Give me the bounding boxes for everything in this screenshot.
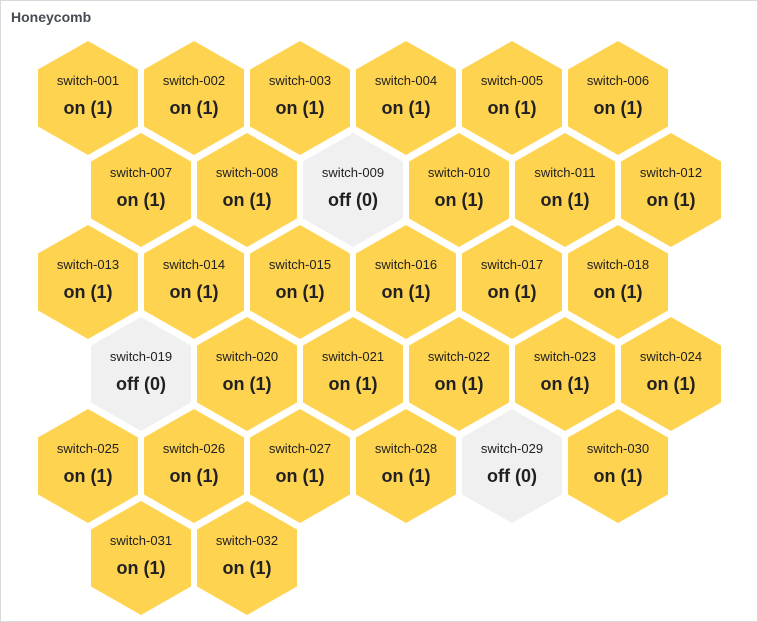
hexagon-label: switch-020 — [215, 349, 279, 364]
hexagon-label: switch-032 — [215, 533, 279, 548]
hexagon-value: on (1) — [487, 282, 537, 302]
hexagon-value: off (0) — [487, 466, 537, 486]
hexagon-label: switch-028 — [374, 441, 438, 456]
hexagon-cell[interactable]: switch-001 on (1) — [38, 41, 138, 155]
hexagon-label: switch-012 — [639, 165, 703, 180]
hexagon-cell[interactable]: switch-027 on (1) — [250, 409, 350, 523]
hexagon-label: switch-006 — [586, 73, 650, 88]
hexagon-label: switch-024 — [639, 349, 703, 364]
hexagon-cell[interactable]: switch-028 on (1) — [356, 409, 456, 523]
hexagon-label: switch-023 — [533, 349, 597, 364]
hexagon-value: on (1) — [646, 190, 696, 210]
hexagon-value: on (1) — [646, 374, 696, 394]
hexagon-value: on (1) — [434, 190, 484, 210]
hexagon-cell[interactable]: switch-009 off (0) — [303, 133, 403, 247]
hexagon-label: switch-018 — [586, 257, 650, 272]
hexagon-value: on (1) — [222, 558, 272, 578]
hexagon-value: on (1) — [169, 282, 219, 302]
hexagon-value: on (1) — [328, 374, 378, 394]
hexagon-label: switch-019 — [109, 349, 173, 364]
hexagon-value: on (1) — [593, 466, 643, 486]
hexagon-value: on (1) — [275, 466, 325, 486]
hexagon-cell[interactable]: switch-032 on (1) — [197, 501, 297, 615]
hexagon-cell[interactable]: switch-003 on (1) — [250, 41, 350, 155]
hexagon-label: switch-010 — [427, 165, 491, 180]
hexagon-cell[interactable]: switch-021 on (1) — [303, 317, 403, 431]
hexagon-cell[interactable]: switch-011 on (1) — [515, 133, 615, 247]
hexagon-cell[interactable]: switch-012 on (1) — [621, 133, 721, 247]
hexagon-label: switch-004 — [374, 73, 438, 88]
hexagon-value: on (1) — [63, 98, 113, 118]
hexagon-label: switch-015 — [268, 257, 332, 272]
hexagon-cell[interactable]: switch-018 on (1) — [568, 225, 668, 339]
hexagon-cell[interactable]: switch-015 on (1) — [250, 225, 350, 339]
hexagon-value: off (0) — [328, 190, 378, 210]
hexagon-label: switch-029 — [480, 441, 544, 456]
hexagon-cell[interactable]: switch-022 on (1) — [409, 317, 509, 431]
hexagon-value: on (1) — [63, 466, 113, 486]
hexagon-label: switch-021 — [321, 349, 385, 364]
panel-title[interactable]: Honeycomb — [11, 9, 92, 25]
hexagon-value: on (1) — [116, 558, 166, 578]
hexagon-label: switch-002 — [162, 73, 226, 88]
hexagon-cell[interactable]: switch-019 off (0) — [91, 317, 191, 431]
hexagon-cell[interactable]: switch-014 on (1) — [144, 225, 244, 339]
hexagon-value: on (1) — [169, 466, 219, 486]
hexagon-value: on (1) — [593, 98, 643, 118]
hexagon-cell[interactable]: switch-026 on (1) — [144, 409, 244, 523]
hexagon-value: on (1) — [540, 190, 590, 210]
hexagon-cell[interactable]: switch-025 on (1) — [38, 409, 138, 523]
hexagon-cell[interactable]: switch-020 on (1) — [197, 317, 297, 431]
hexagon-cell[interactable]: switch-016 on (1) — [356, 225, 456, 339]
hexagon-cell[interactable]: switch-023 on (1) — [515, 317, 615, 431]
hexagon-value: on (1) — [381, 466, 431, 486]
hexagon-label: switch-003 — [268, 73, 332, 88]
hexagon-cell[interactable]: switch-002 on (1) — [144, 41, 244, 155]
hexagon-label: switch-017 — [480, 257, 544, 272]
hexagon-cell[interactable]: switch-029 off (0) — [462, 409, 562, 523]
hexagon-value: on (1) — [381, 282, 431, 302]
hexagon-label: switch-016 — [374, 257, 438, 272]
hexagon-value: on (1) — [434, 374, 484, 394]
hexagon-cell[interactable]: switch-006 on (1) — [568, 41, 668, 155]
hexagon-label: switch-009 — [321, 165, 385, 180]
hexagon-label: switch-030 — [586, 441, 650, 456]
hexagon-label: switch-027 — [268, 441, 332, 456]
hexagon-cell[interactable]: switch-008 on (1) — [197, 133, 297, 247]
hexagon-value: on (1) — [593, 282, 643, 302]
hexagon-label: switch-011 — [534, 165, 596, 180]
hexagon-label: switch-022 — [427, 349, 491, 364]
hexagon-cell[interactable]: switch-007 on (1) — [91, 133, 191, 247]
hexagon-value: off (0) — [116, 374, 166, 394]
hexagon-cell[interactable]: switch-013 on (1) — [38, 225, 138, 339]
hexagon-label: switch-013 — [56, 257, 120, 272]
hexagon-value: on (1) — [540, 374, 590, 394]
hexagon-label: switch-008 — [215, 165, 279, 180]
hexagon-value: on (1) — [63, 282, 113, 302]
hexagon-cell[interactable]: switch-010 on (1) — [409, 133, 509, 247]
hexagon-label: switch-007 — [109, 165, 173, 180]
hexagon-label: switch-005 — [480, 73, 544, 88]
hexagon-cell[interactable]: switch-031 on (1) — [91, 501, 191, 615]
hexagon-label: switch-025 — [56, 441, 120, 456]
hexagon-cell[interactable]: switch-024 on (1) — [621, 317, 721, 431]
hexagon-cell[interactable]: switch-004 on (1) — [356, 41, 456, 155]
hexagon-value: on (1) — [222, 190, 272, 210]
hexagon-value: on (1) — [169, 98, 219, 118]
hexagon-value: on (1) — [381, 98, 431, 118]
hexagon-cell[interactable]: switch-017 on (1) — [462, 225, 562, 339]
hexagon-value: on (1) — [275, 98, 325, 118]
hexagon-label: switch-014 — [162, 257, 226, 272]
hexagon-value: on (1) — [275, 282, 325, 302]
hexagon-value: on (1) — [487, 98, 537, 118]
hexagon-label: switch-026 — [162, 441, 226, 456]
hexagon-label: switch-031 — [109, 533, 173, 548]
hexagon-cell[interactable]: switch-005 on (1) — [462, 41, 562, 155]
hexagon-value: on (1) — [116, 190, 166, 210]
hexagon-label: switch-001 — [56, 73, 120, 88]
hexagon-cell[interactable]: switch-030 on (1) — [568, 409, 668, 523]
hexagon-value: on (1) — [222, 374, 272, 394]
